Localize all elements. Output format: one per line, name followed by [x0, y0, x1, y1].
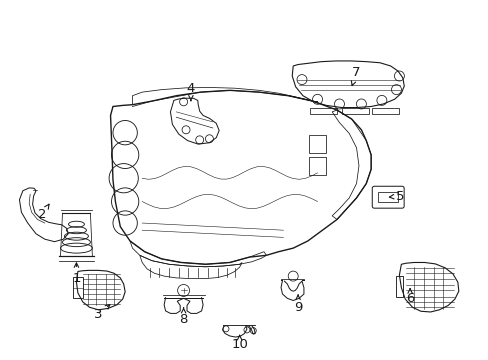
Text: 9: 9 — [293, 295, 302, 314]
Bar — [371, 108, 398, 114]
Text: 3: 3 — [94, 305, 110, 321]
Text: 5: 5 — [388, 190, 404, 203]
Text: 2: 2 — [38, 204, 49, 221]
Text: 7: 7 — [351, 66, 360, 86]
Text: 8: 8 — [179, 308, 187, 327]
Bar — [308, 135, 325, 153]
Bar — [308, 157, 325, 175]
Text: 4: 4 — [186, 82, 195, 101]
Text: 6: 6 — [405, 289, 413, 305]
Bar — [395, 276, 402, 297]
Bar — [309, 108, 336, 114]
Text: 10: 10 — [231, 335, 247, 351]
Bar — [341, 108, 368, 114]
Bar — [377, 192, 397, 202]
Bar — [73, 277, 82, 298]
Text: 1: 1 — [72, 263, 81, 285]
